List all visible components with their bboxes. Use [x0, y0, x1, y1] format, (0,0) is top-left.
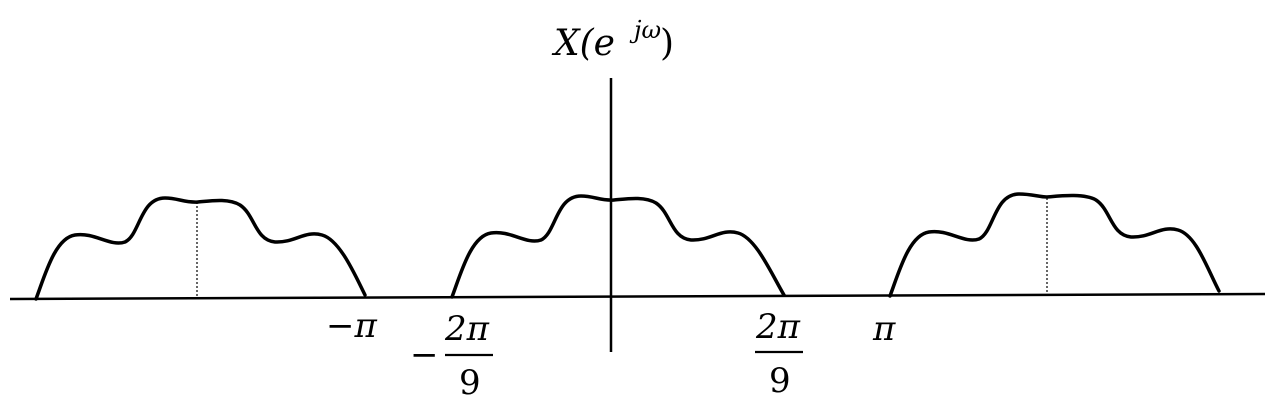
- tick-label-pi: π: [872, 309, 896, 349]
- y-axis-label: X(e jω ): [551, 16, 674, 64]
- neg-fraction-denominator: 9: [459, 363, 481, 403]
- tick-label-neg-two-pi-over-nine: − 2π 9: [410, 309, 493, 403]
- left-spectrum-copy: [34, 196, 367, 301]
- right-spectrum-copy: [888, 192, 1221, 298]
- tick-label-two-pi-over-nine: 2π 9: [755, 307, 803, 401]
- center-spectrum-copy: [450, 194, 786, 299]
- neg-fraction-numerator: 2π: [444, 309, 490, 349]
- fraction-numerator: 2π: [755, 307, 801, 347]
- tick-label-neg-pi: −π: [326, 306, 377, 346]
- frequency-axis: [9, 292, 1266, 301]
- neg-fraction-sign: −: [410, 335, 439, 375]
- y-label-exponent: jω: [629, 16, 661, 44]
- y-label-base: X(e: [551, 23, 615, 64]
- fraction-denominator: 9: [769, 361, 791, 401]
- y-label-close-paren: ): [660, 23, 674, 64]
